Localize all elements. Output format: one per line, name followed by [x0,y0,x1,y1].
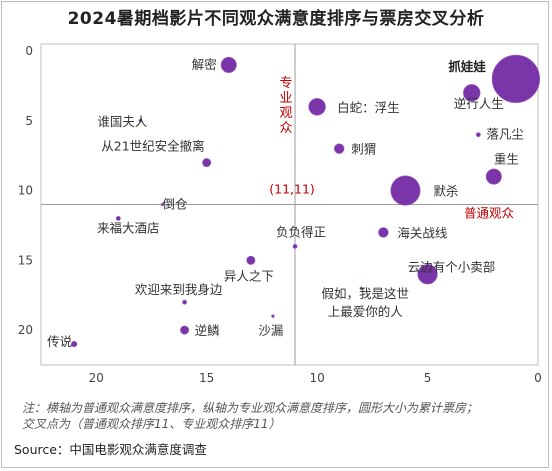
bubble-point [463,84,481,102]
bubble-label: 异人之下 [224,268,274,283]
x-tick-label: 15 [199,371,214,385]
bubble-label: 抓娃娃 [448,59,486,74]
y-axis-title-char: 专 [280,76,293,91]
bubble-label: 白蛇：浮生 [337,100,400,115]
bubble-label: 逆行人生 [454,96,504,111]
bubble-point [220,56,237,73]
bubble-point [491,54,541,103]
bubble-point [390,175,421,206]
chart-title: 2024暑期档影片不同观众满意度排序与票房交叉分析 [67,9,485,29]
bubble-label: 上最爱你的人 [328,304,404,319]
bubble-label: 从21世纪安全撤离 [101,139,204,154]
bubble-label: 云边有个小卖部 [408,259,496,274]
bubble-point [292,243,298,249]
y-tick-label: 10 [18,184,33,198]
bubble-point [417,264,438,285]
bubble-label: 谁国夫人 [97,114,148,129]
bubble-label: 传说 [47,334,72,349]
bubble-label: 倒仓 [162,197,188,212]
x-tick-label: 10 [309,371,324,385]
note-line-1: 注：横轴为普通观众满意度排序，纵轴为专业观众满意度排序，圆形大小为累计票房； [22,401,479,415]
y-axis-title-char: 观 [280,106,293,121]
bubble-point [359,286,363,290]
bubble-point [182,299,187,305]
x-tick-label: 5 [424,371,432,385]
bubble-label: 重生 [494,152,519,167]
bubble-point [115,216,121,221]
y-axis-title-char: 业 [280,91,293,106]
bubble-point [378,227,389,238]
bubble-label: 逆鳞 [195,323,221,338]
y-tick-label: 5 [25,114,33,128]
y-axis-title-char: 众 [280,121,293,136]
bubble-point [485,168,502,185]
bubble-label: 解密 [192,57,217,72]
bubble-label: 假如，我是这世 [322,286,410,301]
bubble-point [160,202,165,207]
bubble-point [202,158,212,168]
bubble-label: 欢迎来到我身边 [135,282,223,297]
bubble-point [308,98,326,116]
crosshair-label: (11,11) [269,182,315,197]
bubble-label: 负负得正 [276,224,326,239]
bubble-point [71,340,78,348]
bubble-point [271,314,275,318]
x-tick-label: 0 [534,371,542,385]
y-tick-label: 0 [25,44,33,58]
bubble-point [246,255,256,265]
y-tick-label: 15 [18,253,33,267]
bubble-point [475,132,481,138]
bubble-point [138,119,143,123]
y-tick-label: 20 [18,323,33,337]
chart-source: Source：中国电影观众满意度调查 [14,442,207,457]
bubble-label: 海关战线 [397,225,448,240]
bubble-label: 刺猬 [351,142,376,157]
note-line-2: 交叉点为（普通观众排序11、专业观众排序11） [22,417,281,431]
bubble-label: 落凡尘 [486,127,524,142]
chart-note: 注：横轴为普通观众满意度排序，纵轴为专业观众满意度排序，圆形大小为累计票房； 交… [22,400,542,432]
bubble-label: 来福大酒店 [97,220,160,235]
bubble-point [180,325,190,335]
bubble-label: 沙漏 [258,323,283,338]
bubble-label: 默杀 [433,184,458,199]
x-tick-label: 20 [89,371,104,385]
bubble-point [334,143,345,154]
x-axis-title: 普通观众 [464,206,514,221]
